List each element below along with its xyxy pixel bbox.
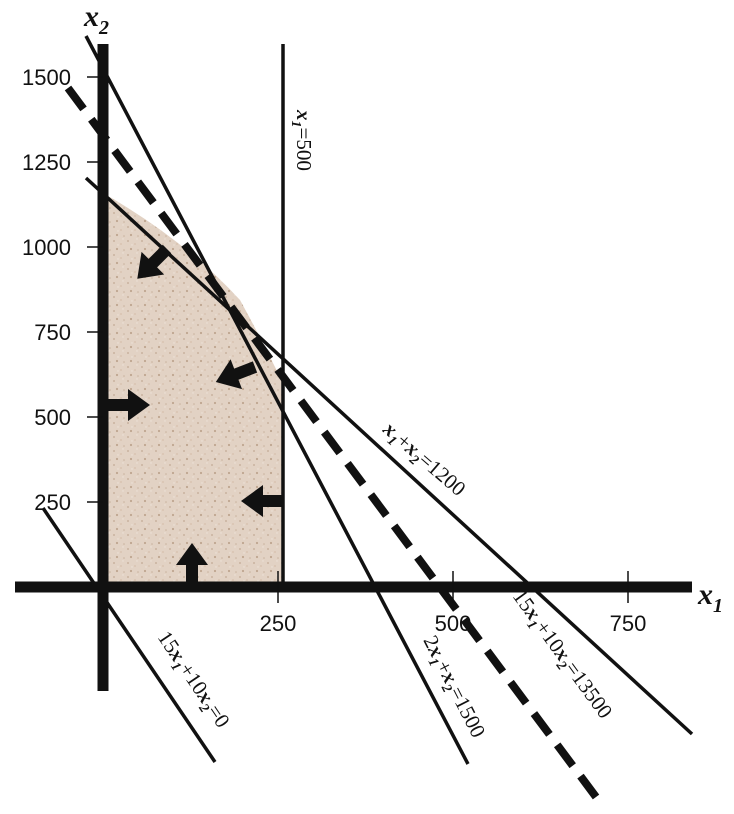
y-axis-ticks: 250 500 750 1000 1250 1500 [22, 65, 103, 515]
x-tick-label: 750 [610, 611, 647, 636]
y-tick-label: 1000 [22, 235, 71, 260]
arrow-icon [108, 389, 150, 421]
x1-plus-x2-1200-line [84, 176, 694, 736]
direction-arrows [108, 244, 283, 585]
x1-equals-500-label: x1=500 [288, 109, 316, 171]
x2-axis-title: x2 [83, 0, 109, 39]
x-tick-label: 250 [260, 611, 297, 636]
y-tick-label: 750 [34, 320, 71, 345]
y-tick-label: 500 [34, 405, 71, 430]
arrow-icon [176, 543, 208, 585]
arrow-icon [241, 485, 283, 517]
arrow-icon [137, 244, 172, 279]
y-tick-label: 1250 [22, 150, 71, 175]
x1-axis-title: x1 [697, 578, 723, 617]
y-tick-label: 1500 [22, 65, 71, 90]
arrow-icon [215, 359, 258, 390]
label-part: =13500 [560, 657, 617, 723]
label-part: =500 [292, 128, 316, 171]
objective-13500-line [64, 85, 606, 808]
feasible-region [103, 193, 283, 587]
x1-plus-x2-1200-label: x1+x2=1200 [375, 416, 470, 504]
label-part: 1 [288, 121, 303, 128]
label-part: =1200 [414, 447, 470, 500]
label-part: x [292, 109, 316, 121]
objective-13500-label: 15x1+10x2=13500 [505, 585, 618, 725]
2x1-plus-x2-1500-line [84, 35, 470, 765]
objective-zero-line [41, 507, 217, 763]
x-tick-label: 500 [435, 611, 472, 636]
objective-zero-label: 15x1+10x2=0 [150, 626, 235, 734]
y-tick-label: 250 [34, 490, 71, 515]
